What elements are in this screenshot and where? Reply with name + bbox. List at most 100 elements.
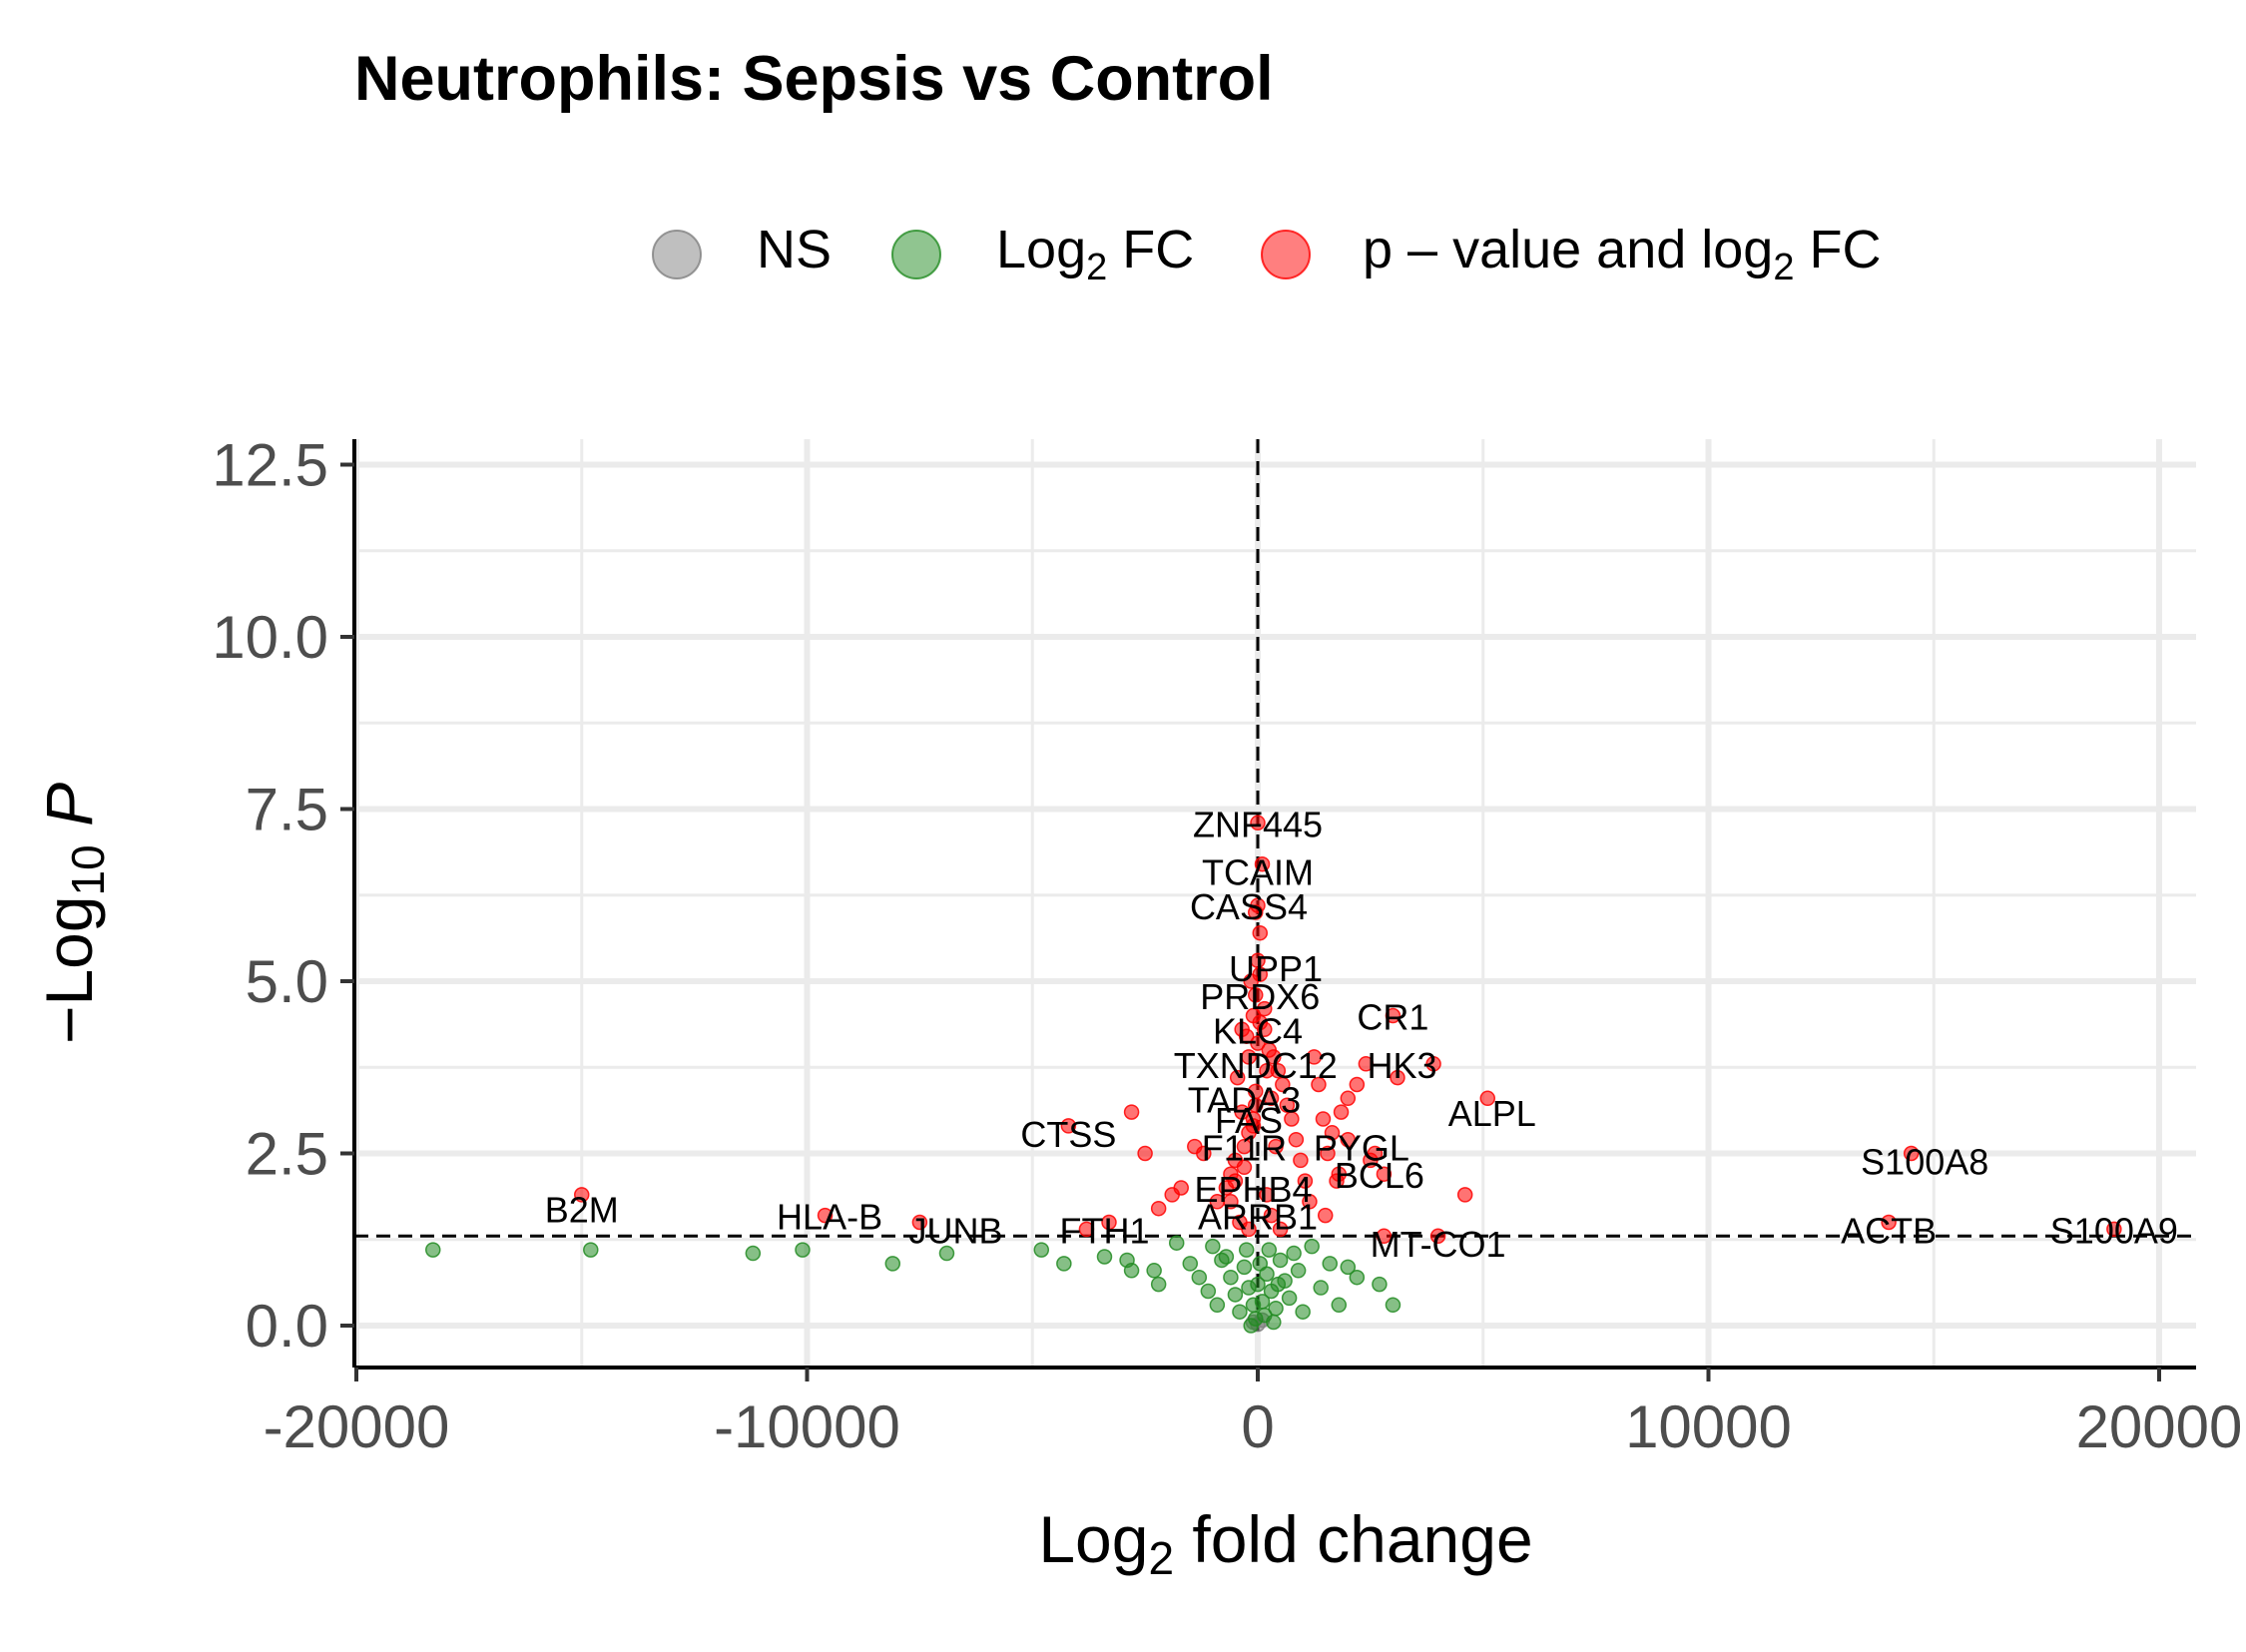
data-point xyxy=(938,1245,955,1262)
data-point xyxy=(1259,1266,1275,1282)
data-point xyxy=(1241,1049,1257,1065)
data-point xyxy=(1261,1242,1278,1258)
data-point xyxy=(884,1256,901,1272)
gene-label: B2M xyxy=(545,1190,619,1231)
data-point xyxy=(1270,1276,1287,1293)
data-point xyxy=(1168,1235,1185,1251)
data-point xyxy=(1259,1187,1275,1203)
data-point xyxy=(1372,1276,1388,1293)
x-tick-label: 20000 xyxy=(2076,1393,2243,1460)
data-point xyxy=(1272,1252,1289,1269)
data-point xyxy=(1263,1207,1280,1224)
gene-label: TXNDC12 xyxy=(1174,1045,1338,1086)
data-point xyxy=(1223,1166,1239,1182)
y-axis-title: −Log10 P xyxy=(32,783,114,1044)
data-point xyxy=(1456,1187,1473,1203)
legend-key xyxy=(1261,230,1311,279)
data-point xyxy=(1311,1076,1327,1093)
data-point xyxy=(1340,1131,1357,1148)
data-point xyxy=(1279,1097,1296,1113)
data-point xyxy=(1146,1263,1162,1279)
data-point xyxy=(1257,1000,1273,1017)
text-part: FC xyxy=(1794,220,1881,279)
gene-label: TCAIM xyxy=(1202,852,1314,893)
data-point xyxy=(1060,1118,1077,1134)
gene-label: JUNB xyxy=(908,1210,1002,1251)
data-point xyxy=(1297,1173,1314,1189)
data-point xyxy=(1313,1280,1329,1296)
data-point xyxy=(1331,1297,1348,1314)
data-point xyxy=(1250,815,1266,831)
data-point xyxy=(1288,1131,1305,1148)
data-point xyxy=(1205,1238,1221,1255)
data-point xyxy=(1241,1221,1257,1238)
gene-label: S100A8 xyxy=(1861,1141,1988,1182)
text-part: P xyxy=(32,783,106,844)
data-point xyxy=(1218,1180,1235,1196)
data-point xyxy=(1425,1056,1441,1072)
gene-label: FAS xyxy=(1215,1100,1283,1141)
y-tick-labels: 0.0 2.5 5.0 7.5 10.0 12.5 xyxy=(212,432,328,1361)
gene-label: UPP1 xyxy=(1229,948,1323,989)
data-point xyxy=(1078,1221,1095,1238)
legend-label: Log2 FC xyxy=(996,220,1194,288)
data-point xyxy=(1257,1021,1273,1038)
data-point xyxy=(1252,924,1269,941)
data-point xyxy=(1033,1242,1050,1258)
data-point xyxy=(1263,1090,1280,1107)
data-point xyxy=(583,1242,599,1258)
data-point xyxy=(1322,1256,1338,1272)
gene-label: EPHB4 xyxy=(1194,1169,1312,1210)
data-point xyxy=(1376,1166,1393,1182)
data-point xyxy=(1250,1276,1266,1293)
legend: NS Log2 FC p – value and log2 FC xyxy=(652,220,1881,288)
data-point xyxy=(1268,1138,1284,1155)
gene-label: ALPL xyxy=(1448,1093,1536,1134)
data-point xyxy=(817,1207,834,1224)
y-tick-label: 0.0 xyxy=(246,1293,328,1360)
data-point xyxy=(1317,1207,1334,1224)
data-point xyxy=(1266,1314,1282,1331)
gene-label: ZNF445 xyxy=(1193,804,1323,844)
gene-label: HLA-B xyxy=(777,1197,882,1238)
text-part: Log xyxy=(996,220,1086,279)
data-point xyxy=(1340,1090,1357,1107)
data-point xyxy=(1302,1194,1318,1210)
gene-label: TADA3 xyxy=(1188,1079,1301,1120)
gene-label: PYGL xyxy=(1314,1128,1409,1169)
subscript: 10 xyxy=(62,844,114,895)
gene-label: F11R xyxy=(1202,1128,1287,1169)
gene-label: CR1 xyxy=(1357,997,1428,1038)
data-point xyxy=(1209,1297,1226,1314)
x-tick-label: -20000 xyxy=(264,1393,450,1460)
gene-label: MT-CO1 xyxy=(1371,1224,1506,1265)
data-point xyxy=(1385,1007,1402,1024)
data-point xyxy=(1137,1145,1153,1162)
data-point xyxy=(574,1187,590,1203)
legend-key xyxy=(891,230,941,279)
data-point xyxy=(1096,1249,1113,1265)
data-point xyxy=(1284,1111,1300,1127)
subscript: 2 xyxy=(1773,247,1794,288)
data-point xyxy=(1236,1259,1253,1276)
gene-label: CASS4 xyxy=(1190,886,1308,927)
data-point xyxy=(1123,1263,1140,1279)
data-point xyxy=(1903,1145,1920,1162)
data-point xyxy=(1286,1245,1302,1262)
text-part: fold change xyxy=(1174,1502,1533,1576)
data-point xyxy=(1320,1145,1336,1162)
text-part: FC xyxy=(1107,220,1194,279)
data-point xyxy=(1236,1138,1253,1155)
data-point xyxy=(1295,1304,1311,1320)
y-tick-label: 10.0 xyxy=(212,604,328,671)
data-point xyxy=(1306,1049,1323,1065)
data-point xyxy=(1200,1283,1217,1300)
data-point xyxy=(1429,1228,1446,1245)
data-point xyxy=(1209,1194,1226,1210)
data-point xyxy=(1234,1021,1250,1038)
subscript: 2 xyxy=(1148,1532,1174,1584)
data-point xyxy=(1241,1125,1257,1141)
data-point xyxy=(1268,1301,1284,1317)
gene-label: FTH1 xyxy=(1059,1210,1149,1251)
gene-label: ARRB1 xyxy=(1198,1197,1318,1238)
